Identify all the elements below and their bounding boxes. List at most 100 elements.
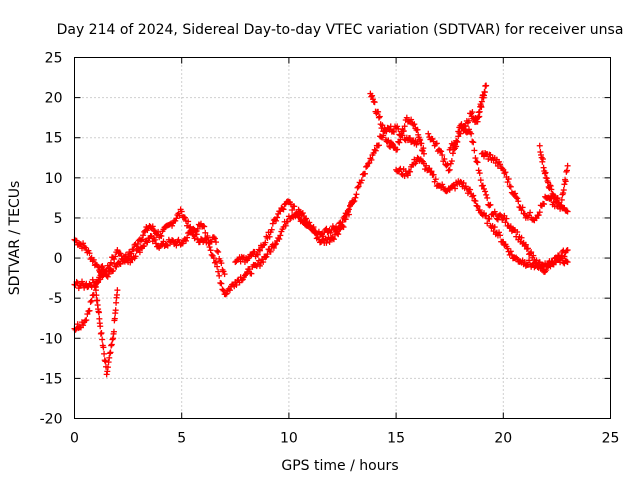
data-point <box>264 251 271 258</box>
track-point <box>474 159 481 166</box>
track-point <box>303 215 310 222</box>
data-point <box>339 218 346 225</box>
series-sat-c <box>92 287 121 378</box>
track-point <box>376 113 383 120</box>
track-point <box>471 147 478 154</box>
y-tick-label: 5 <box>54 211 63 227</box>
y-tick-label: 25 <box>45 51 63 67</box>
data-point <box>414 154 421 161</box>
track-point <box>267 248 274 255</box>
series-sat-j <box>446 82 490 153</box>
track-point <box>352 194 359 201</box>
track-point <box>104 364 111 371</box>
track-point <box>478 104 485 111</box>
track-point <box>554 195 561 202</box>
track-point <box>105 265 112 272</box>
data-point <box>457 178 464 185</box>
track-point <box>202 229 209 236</box>
track-point <box>256 262 263 269</box>
track-point <box>176 212 183 219</box>
track-point <box>469 138 476 145</box>
track-point <box>149 223 156 230</box>
track-point <box>99 336 106 343</box>
series-sat-d <box>71 220 239 298</box>
track-point <box>262 239 269 246</box>
track-point <box>169 222 176 229</box>
track-point <box>467 186 474 193</box>
track-point <box>95 309 102 316</box>
track-point <box>173 242 180 249</box>
y-tick-label: 15 <box>45 131 63 147</box>
track-point <box>448 158 455 165</box>
track-point <box>150 227 157 234</box>
x-axis-label: GPS time / hours <box>281 458 398 474</box>
data-point <box>114 247 121 254</box>
track-point <box>137 237 144 244</box>
track-point <box>432 176 439 183</box>
track-point <box>88 283 95 290</box>
track-point <box>102 358 109 365</box>
track-point <box>201 223 208 230</box>
track-point <box>505 176 512 183</box>
track-point <box>140 232 147 239</box>
track-point <box>184 234 191 241</box>
track-point <box>502 219 509 226</box>
data-point <box>543 267 550 274</box>
track-point <box>256 247 263 254</box>
track-point <box>507 223 514 230</box>
track-point <box>216 272 223 279</box>
track-point <box>404 172 411 179</box>
track-point <box>438 148 445 155</box>
track-point <box>263 253 270 260</box>
track-point <box>477 177 484 184</box>
track-point <box>80 322 87 329</box>
track-point <box>343 211 350 218</box>
track-point <box>208 251 215 258</box>
track-point <box>121 253 128 260</box>
track-point <box>482 188 489 195</box>
track-point <box>449 150 456 157</box>
track-point <box>175 236 182 243</box>
x-tick-label: 5 <box>177 431 186 447</box>
track-point <box>215 268 222 275</box>
track-point <box>491 224 498 231</box>
data-point <box>221 271 228 278</box>
track-point <box>127 259 134 266</box>
track-point <box>100 344 107 351</box>
track-point <box>469 109 476 116</box>
track-point <box>460 127 467 134</box>
track-point <box>326 238 333 245</box>
track-point <box>460 180 467 187</box>
track-point <box>400 127 407 134</box>
track-point <box>248 270 255 277</box>
track-point <box>213 258 220 265</box>
track-point <box>358 177 365 184</box>
data-point <box>414 126 421 133</box>
track-point <box>487 201 494 208</box>
track-point <box>185 218 192 225</box>
track-point <box>289 207 296 214</box>
track-point <box>354 184 361 191</box>
track-point <box>527 250 534 257</box>
track-point <box>268 226 275 233</box>
track-point <box>80 240 87 247</box>
track-point <box>83 317 90 324</box>
track-point <box>515 198 522 205</box>
track-point <box>536 209 543 216</box>
track-point <box>238 277 245 284</box>
data-point <box>92 287 99 294</box>
track-point <box>345 206 352 213</box>
track-point <box>522 241 529 248</box>
x-tick-label: 20 <box>494 431 512 447</box>
track-point <box>418 140 425 147</box>
track-point <box>502 169 509 176</box>
track-point <box>362 170 369 177</box>
track-point <box>181 214 188 221</box>
track-point <box>527 209 534 216</box>
data-point <box>564 259 571 266</box>
track-point <box>454 139 461 146</box>
track-point <box>558 196 565 203</box>
track-point <box>211 259 218 266</box>
track-point <box>513 194 520 201</box>
track-point <box>273 240 280 247</box>
